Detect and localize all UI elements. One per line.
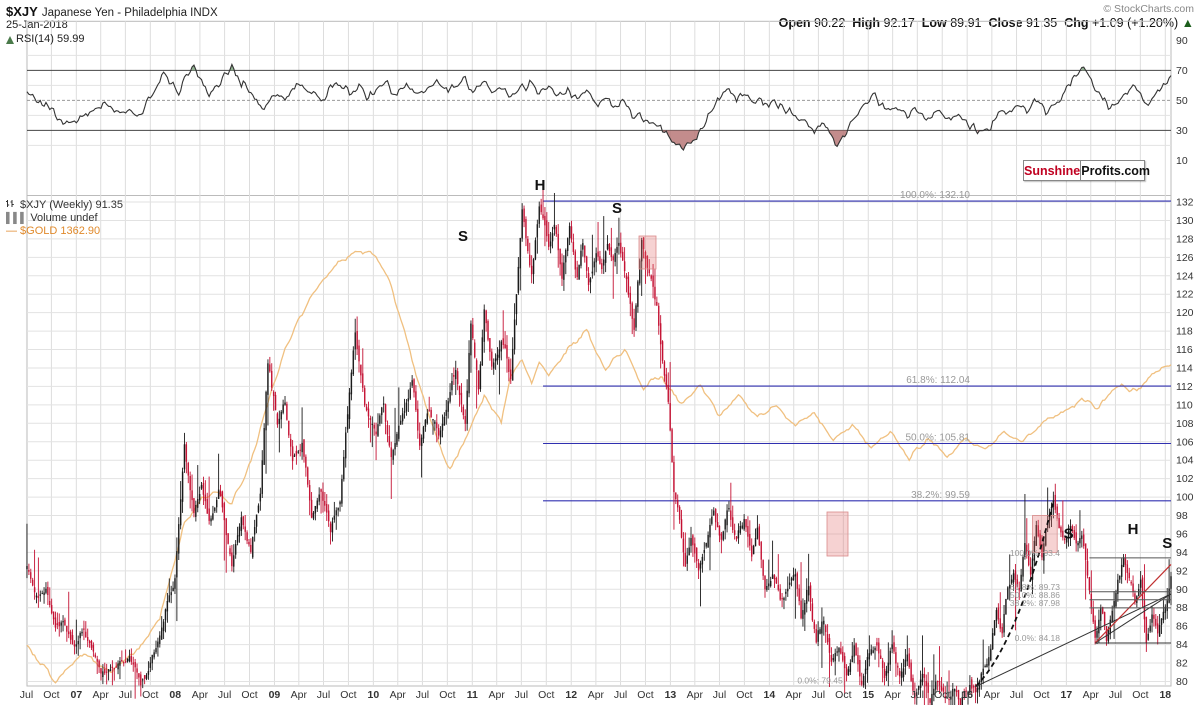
- svg-text:Jul: Jul: [119, 689, 132, 701]
- svg-text:104: 104: [1176, 455, 1194, 467]
- svg-text:130: 130: [1176, 215, 1194, 227]
- svg-text:12: 12: [565, 689, 577, 701]
- svg-text:10: 10: [368, 689, 380, 701]
- svg-text:S: S: [1162, 535, 1172, 552]
- svg-text:0.0%: 79.45: 0.0%: 79.45: [797, 676, 843, 686]
- svg-text:50.0%: 105.81: 50.0%: 105.81: [906, 433, 971, 444]
- svg-text:112: 112: [1176, 381, 1193, 393]
- svg-text:90: 90: [1176, 584, 1188, 596]
- svg-text:Jul: Jul: [416, 689, 429, 701]
- svg-text:94: 94: [1176, 547, 1188, 559]
- svg-text:Apr: Apr: [489, 689, 506, 701]
- svg-text:70: 70: [1176, 65, 1188, 77]
- svg-text:Oct: Oct: [538, 689, 554, 701]
- svg-text:88: 88: [1176, 602, 1188, 614]
- svg-text:09: 09: [269, 689, 281, 701]
- svg-text:80: 80: [1176, 676, 1188, 688]
- svg-text:50: 50: [1176, 95, 1188, 107]
- svg-text:Jul: Jul: [317, 689, 330, 701]
- svg-text:Oct: Oct: [43, 689, 59, 701]
- svg-text:90: 90: [1176, 35, 1188, 47]
- svg-text:Oct: Oct: [142, 689, 158, 701]
- svg-text:132: 132: [1176, 197, 1194, 209]
- svg-text:Jul: Jul: [515, 689, 528, 701]
- svg-text:100.0%: 132.10: 100.0%: 132.10: [900, 190, 970, 201]
- svg-text:100.0%: 93.4: 100.0%: 93.4: [1010, 548, 1060, 558]
- svg-text:Apr: Apr: [588, 689, 605, 701]
- svg-text:116: 116: [1176, 344, 1193, 356]
- svg-text:13: 13: [665, 689, 677, 701]
- svg-text:Apr: Apr: [687, 689, 704, 701]
- svg-text:Oct: Oct: [241, 689, 257, 701]
- svg-text:108: 108: [1176, 418, 1194, 430]
- svg-text:Jul: Jul: [1010, 689, 1023, 701]
- svg-text:Jul: Jul: [812, 689, 825, 701]
- svg-text:110: 110: [1176, 399, 1193, 411]
- svg-text:98: 98: [1176, 510, 1188, 522]
- svg-text:17: 17: [1061, 689, 1073, 701]
- svg-text:07: 07: [70, 689, 82, 701]
- svg-text:18: 18: [1159, 689, 1171, 701]
- svg-text:Jul: Jul: [1109, 689, 1122, 701]
- svg-text:H: H: [535, 177, 546, 194]
- svg-text:82: 82: [1176, 658, 1188, 670]
- svg-text:Apr: Apr: [192, 689, 209, 701]
- svg-text:Oct: Oct: [1033, 689, 1049, 701]
- svg-text:Apr: Apr: [984, 689, 1001, 701]
- svg-text:H: H: [1128, 521, 1139, 538]
- svg-text:S: S: [458, 228, 468, 245]
- svg-text:61.8%: 112.04: 61.8%: 112.04: [906, 375, 970, 386]
- svg-text:122: 122: [1176, 289, 1194, 301]
- svg-text:126: 126: [1176, 252, 1194, 264]
- svg-text:Oct: Oct: [1132, 689, 1148, 701]
- svg-text:128: 128: [1176, 233, 1194, 245]
- svg-text:Apr: Apr: [93, 689, 110, 701]
- svg-text:Apr: Apr: [786, 689, 803, 701]
- svg-text:Oct: Oct: [835, 689, 851, 701]
- svg-text:Jul: Jul: [911, 689, 924, 701]
- svg-text:14: 14: [763, 689, 775, 701]
- svg-text:10: 10: [1176, 155, 1188, 167]
- svg-text:106: 106: [1176, 436, 1194, 448]
- svg-text:102: 102: [1176, 473, 1194, 485]
- svg-text:84: 84: [1176, 639, 1188, 651]
- svg-text:S: S: [1064, 526, 1074, 543]
- svg-text:08: 08: [169, 689, 181, 701]
- svg-text:Jul: Jul: [218, 689, 231, 701]
- svg-text:Jul: Jul: [20, 689, 33, 701]
- svg-text:Oct: Oct: [637, 689, 653, 701]
- svg-text:Apr: Apr: [291, 689, 308, 701]
- svg-text:16: 16: [961, 689, 973, 701]
- svg-text:Jul: Jul: [713, 689, 726, 701]
- svg-text:Oct: Oct: [736, 689, 752, 701]
- svg-text:96: 96: [1176, 528, 1188, 540]
- svg-text:0.0%: 84.18: 0.0%: 84.18: [1015, 633, 1061, 643]
- svg-text:120: 120: [1176, 307, 1194, 319]
- svg-text:38.2%: 99.59: 38.2%: 99.59: [911, 490, 970, 501]
- svg-text:86: 86: [1176, 621, 1188, 633]
- svg-text:30: 30: [1176, 125, 1188, 137]
- svg-text:Oct: Oct: [934, 689, 950, 701]
- svg-text:Apr: Apr: [390, 689, 407, 701]
- svg-text:Apr: Apr: [1083, 689, 1100, 701]
- svg-text:118: 118: [1176, 326, 1193, 338]
- svg-text:Oct: Oct: [439, 689, 455, 701]
- svg-text:38.2%: 87.98: 38.2%: 87.98: [1010, 598, 1060, 608]
- svg-text:Jul: Jul: [614, 689, 627, 701]
- svg-text:15: 15: [862, 689, 874, 701]
- svg-text:92: 92: [1176, 565, 1188, 577]
- svg-text:100: 100: [1176, 492, 1194, 504]
- svg-text:11: 11: [467, 689, 478, 701]
- svg-text:114: 114: [1176, 362, 1193, 374]
- svg-text:Apr: Apr: [884, 689, 901, 701]
- svg-text:124: 124: [1176, 270, 1194, 282]
- svg-text:Oct: Oct: [340, 689, 356, 701]
- svg-text:S: S: [612, 200, 622, 217]
